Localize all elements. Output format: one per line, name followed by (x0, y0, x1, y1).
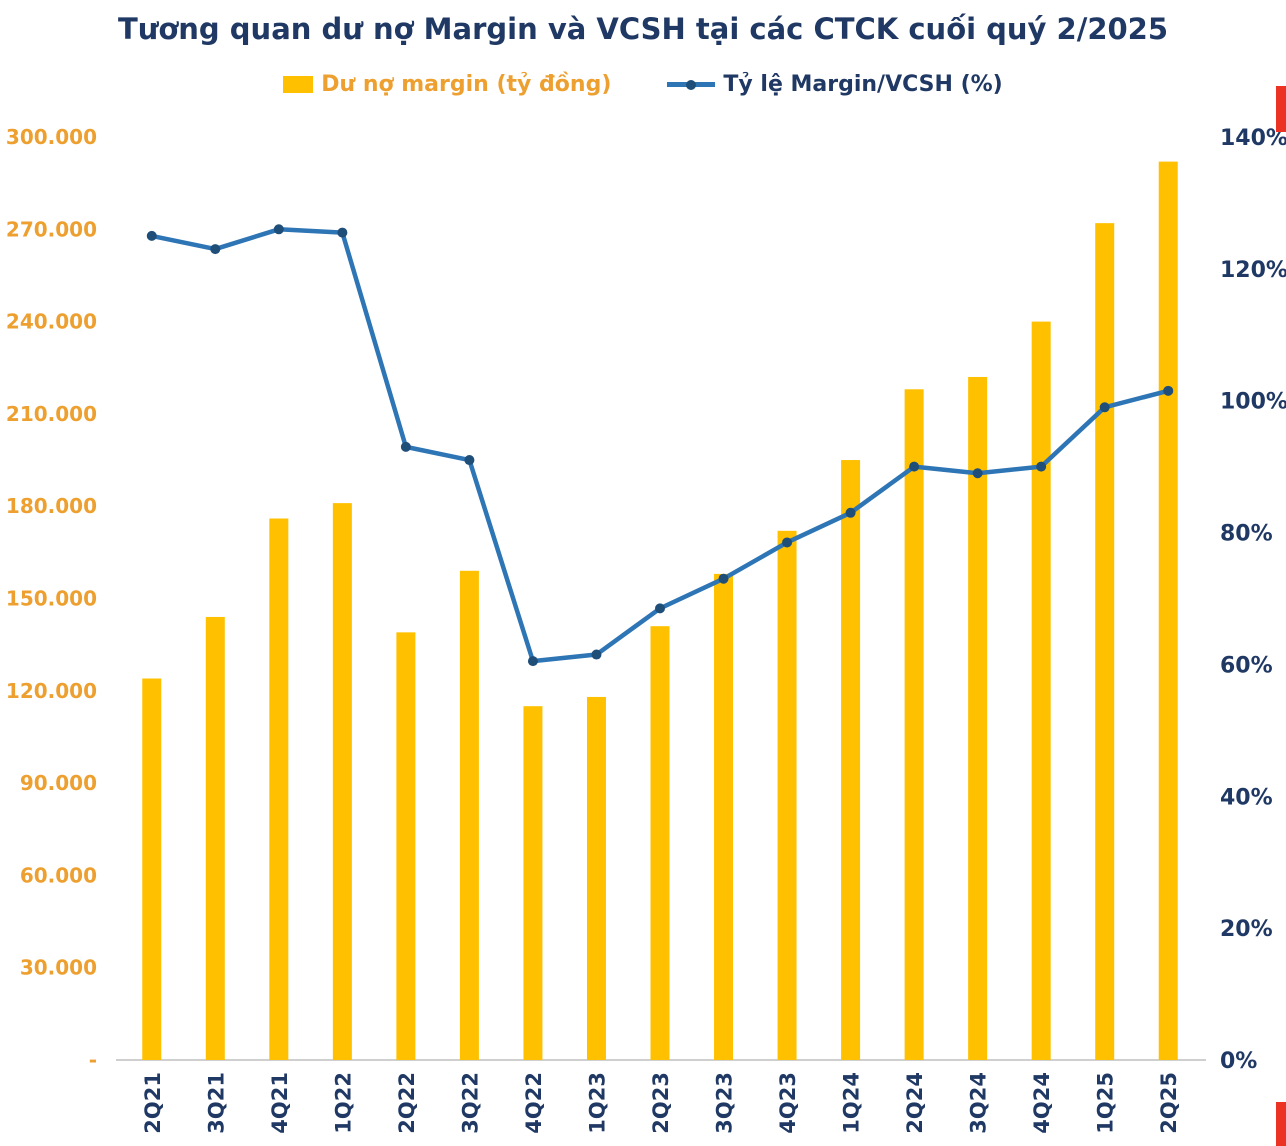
ratio-line-marker (591, 649, 602, 660)
x-axis-label: 3Q22 (458, 1072, 482, 1134)
ratio-line-marker (718, 573, 729, 584)
ratio-line-marker (464, 455, 475, 466)
x-axis-label: 1Q25 (1094, 1072, 1118, 1134)
x-axis-label: 2Q21 (141, 1072, 165, 1134)
margin-bar (841, 460, 861, 1060)
right-axis-tick: 0% (1220, 1049, 1257, 1074)
right-axis-tick: 100% (1220, 390, 1286, 415)
ratio-line-marker (1163, 385, 1174, 396)
ratio-line-marker (972, 468, 983, 479)
ratio-line-marker (273, 224, 284, 235)
x-axis-label: 4Q22 (522, 1072, 546, 1134)
ratio-line-marker (845, 507, 856, 518)
margin-bar (1158, 161, 1178, 1060)
right-axis-tick: 20% (1220, 917, 1273, 942)
left-axis-tick: 90.000 (20, 771, 97, 795)
right-axis-tick: 40% (1220, 785, 1273, 810)
margin-bar (714, 573, 734, 1060)
x-axis-label: 2Q24 (903, 1072, 927, 1134)
left-axis-tick: 300.000 (6, 125, 97, 149)
right-axis-tick: 120% (1220, 258, 1286, 283)
ratio-line-marker (782, 537, 793, 548)
bar-swatch-icon (283, 76, 314, 93)
margin-bar (650, 626, 670, 1060)
line-swatch-icon (667, 79, 716, 90)
margin-bar (459, 570, 479, 1060)
chart-legend: Dư nợ margin (tỷ đồng) Tỷ lệ Margin/VCSH… (0, 72, 1286, 97)
ratio-line-marker (527, 656, 538, 667)
x-axis-label: 1Q22 (331, 1072, 355, 1134)
line-marker-icon (686, 79, 697, 90)
left-axis-tick: 30.000 (20, 956, 97, 980)
x-axis-label: 3Q21 (204, 1072, 228, 1134)
ratio-line-marker (210, 244, 221, 255)
ratio-line-marker (400, 441, 411, 452)
x-axis-label: 2Q23 (649, 1072, 673, 1134)
margin-bar (586, 696, 606, 1060)
x-axis-label: 4Q23 (776, 1072, 800, 1134)
left-axis-tick: 60.000 (20, 863, 97, 887)
ratio-line-marker (1036, 461, 1047, 472)
margin-bar (332, 503, 352, 1061)
x-axis-label: 2Q22 (395, 1072, 419, 1134)
legend-label-ratio: Tỷ lệ Margin/VCSH (%) (723, 72, 1003, 97)
right-axis-tick: 140% (1220, 126, 1286, 151)
x-axis-label: 3Q23 (713, 1072, 737, 1134)
ratio-line-marker (146, 230, 157, 241)
left-axis-tick: 240.000 (6, 310, 97, 334)
margin-bar (396, 632, 416, 1060)
margin-bar (523, 706, 543, 1060)
left-axis-tick: 210.000 (6, 402, 97, 426)
left-axis-tick: 180.000 (6, 494, 97, 518)
legend-label-margin: Dư nợ margin (tỷ đồng) (321, 72, 612, 97)
margin-bar (142, 678, 162, 1060)
x-axis-label: 1Q23 (585, 1072, 609, 1134)
right-axis-tick: 80% (1220, 522, 1273, 547)
legend-item-ratio-line: Tỷ lệ Margin/VCSH (%) (667, 72, 1003, 97)
ratio-line-marker (337, 227, 348, 238)
left-axis-tick: 270.000 (6, 217, 97, 241)
right-axis-tick: 60% (1220, 653, 1273, 678)
margin-bar (777, 530, 797, 1060)
margin-bar (1031, 321, 1051, 1061)
margin-bar (968, 376, 988, 1061)
x-axis-label: 2Q25 (1157, 1072, 1181, 1134)
scrollbar-corner (1276, 1102, 1286, 1146)
x-axis-label: 4Q21 (268, 1072, 292, 1134)
legend-item-margin-bars: Dư nợ margin (tỷ đồng) (283, 72, 611, 97)
margin-bar (205, 616, 225, 1060)
left-axis-tick: 150.000 (6, 587, 97, 611)
ratio-line-marker (909, 461, 920, 472)
scrollbar-thumb[interactable] (1276, 86, 1286, 132)
left-axis-tick: - (89, 1048, 97, 1072)
ratio-line-marker (1099, 402, 1110, 413)
x-axis-label: 1Q24 (840, 1072, 864, 1134)
x-axis-label: 4Q24 (1030, 1072, 1054, 1134)
margin-bar (269, 518, 289, 1060)
margin-bar (904, 389, 924, 1061)
x-axis-label: 3Q24 (967, 1072, 991, 1134)
margin-bar (1095, 223, 1115, 1060)
chart-title: Tương quan dư nợ Margin và VCSH tại các … (117, 12, 1169, 46)
left-axis-tick: 120.000 (6, 679, 97, 703)
ratio-line (149, 227, 1171, 664)
ratio-line-marker (655, 603, 665, 614)
